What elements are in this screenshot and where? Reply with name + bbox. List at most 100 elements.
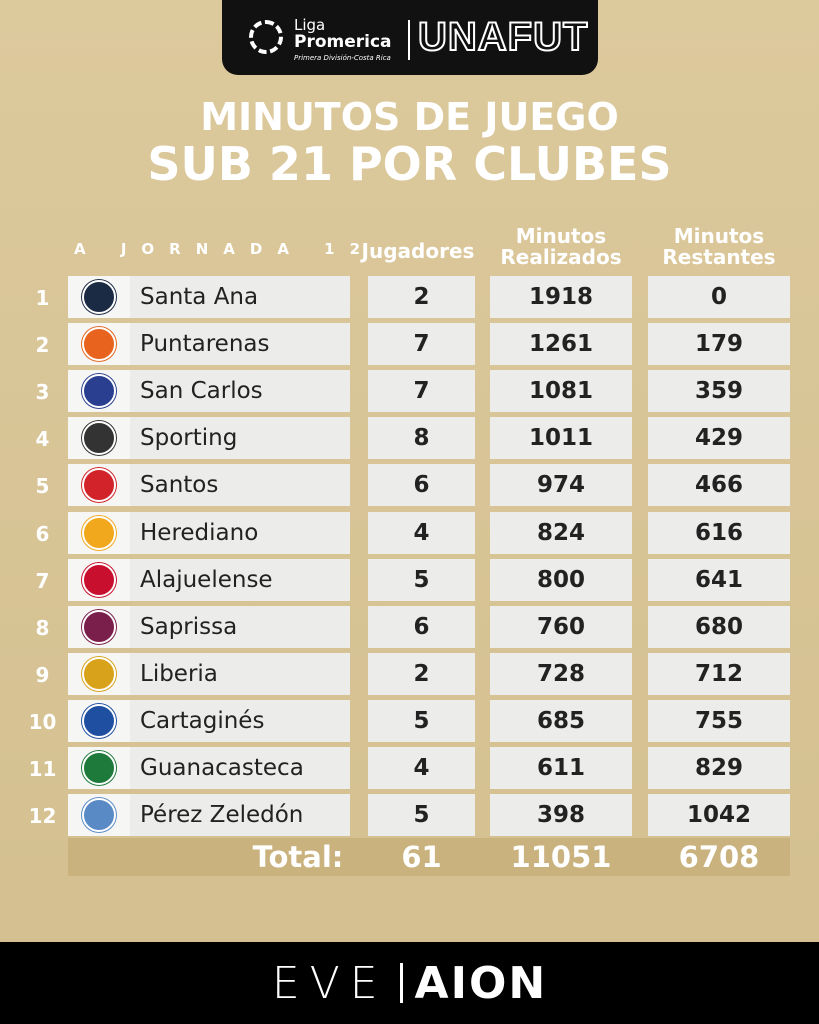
club-crest-icon [82,703,116,738]
divider [408,20,410,60]
jugadores: 6 [368,605,475,648]
table-row: 7 Alajuelense 5 800 641 [0,558,819,601]
rank: 2 [35,333,50,358]
table-row: 8 Saprissa 6 760 680 [0,605,819,648]
club-logo [68,558,130,601]
minutos-restantes: 0 [648,276,790,318]
minutos-realizados: 824 [490,511,632,554]
club-name: Santa Ana [130,276,350,318]
club-name: Alajuelense [130,558,350,601]
minutos-restantes: 429 [648,417,790,460]
minutos-restantes: 712 [648,652,790,695]
minutos-realizados: 685 [490,699,632,742]
club-crest-icon [82,515,116,550]
club-crest-icon [82,421,116,456]
minutos-realizados: 800 [490,558,632,601]
club-crest-icon [82,280,116,314]
minutos-realizados: 974 [490,464,632,507]
minutos-realizados: 1918 [490,276,632,318]
minutos-restantes: 829 [648,747,790,789]
total-label: Total: [252,840,344,874]
table-row: 10 Cartaginés 5 685 755 [0,699,819,742]
rank: 1 [35,286,50,310]
eve-logo: EVE [271,957,388,1009]
liga-text: Liga [294,16,326,34]
club-crest-icon [82,656,116,691]
minutos-restantes: 755 [648,699,790,742]
table-row: 6 Herediano 4 824 616 [0,511,819,554]
unafut-logo: UNAFUT [417,14,589,60]
minutos-restantes: 179 [648,323,790,366]
minutos-restantes: 641 [648,558,790,601]
club-logo [68,652,130,695]
jugadores: 4 [368,747,475,789]
club-name: Liberia [130,652,350,695]
jugadores: 6 [368,464,475,507]
header-realizados: Minutos Realizados [500,224,622,269]
rank: 10 [28,709,57,734]
jugadores: 5 [368,699,475,742]
club-name: Puntarenas [130,323,350,366]
rank: 12 [28,804,57,829]
minutos-restantes: 466 [648,464,790,507]
club-name: Guanacasteca [130,747,350,789]
minutos-realizados: 728 [490,652,632,695]
club-crest-icon [82,562,116,597]
minutos-realizados: 1011 [490,417,632,460]
table-row: 11 Guanacasteca 4 611 829 [0,747,819,789]
table-row: 12 Pérez Zeledón 5 398 1042 [0,794,819,837]
table-row: 2 Puntarenas 7 1261 179 [0,323,819,366]
club-logo [68,747,130,789]
rank: 9 [35,662,50,687]
club-name: Herediano [130,511,350,554]
rank: 5 [35,474,50,499]
club-name: Sporting [130,417,350,460]
club-crest-icon [82,751,116,785]
minutos-restantes: 680 [648,605,790,648]
total-restantes: 6708 [678,840,760,874]
rank: 3 [35,380,50,405]
aion-logo: AION [414,957,548,1009]
minutos-realizados: 611 [490,747,632,789]
liga-promerica-logo-icon [249,20,283,54]
table-row: 3 San Carlos 7 1081 359 [0,370,819,413]
rank: 4 [35,427,50,452]
league-subtitle: Primera División-Costa Rica [294,54,391,62]
jugadores: 7 [368,323,475,366]
minutos-restantes: 1042 [648,794,790,837]
minutos-realizados: 398 [490,794,632,837]
minutos-restantes: 616 [648,511,790,554]
club-logo [68,417,130,460]
club-name: Pérez Zeledón [130,794,350,837]
club-crest-icon [82,327,116,362]
rank: 7 [35,568,50,593]
total-row: Total: 61 11051 6708 [68,838,790,876]
club-crest-icon [82,374,116,409]
jugadores: 7 [368,370,475,413]
rank: 6 [35,521,50,546]
club-logo [68,370,130,413]
club-logo [68,605,130,648]
club-logo [68,511,130,554]
rank: 11 [28,757,57,781]
jugadores: 2 [368,276,475,318]
total-jugadores: 61 [401,840,442,874]
jugadores: 2 [368,652,475,695]
jugadores: 5 [368,794,475,837]
club-name: Saprissa [130,605,350,648]
table-row: 1 Santa Ana 2 1918 0 [0,276,819,318]
club-crest-icon [82,468,116,503]
minutos-restantes: 359 [648,370,790,413]
league-logo-banner: Liga Promerica Primera División-Costa Ri… [222,0,598,75]
header-restantes: Minutos Restantes [662,224,776,269]
club-logo [68,276,130,318]
club-logo [68,464,130,507]
sponsor-footer: EVE AION [0,942,819,1024]
club-logo [68,794,130,837]
title-line-1: MINUTOS DE JUEGO [200,95,619,139]
minutos-realizados: 760 [490,605,632,648]
jornada-label: A JORNADA 12 [74,240,376,258]
club-logo [68,699,130,742]
promerica-text: Promerica [294,32,392,52]
table-row: 5 Santos 6 974 466 [0,464,819,507]
